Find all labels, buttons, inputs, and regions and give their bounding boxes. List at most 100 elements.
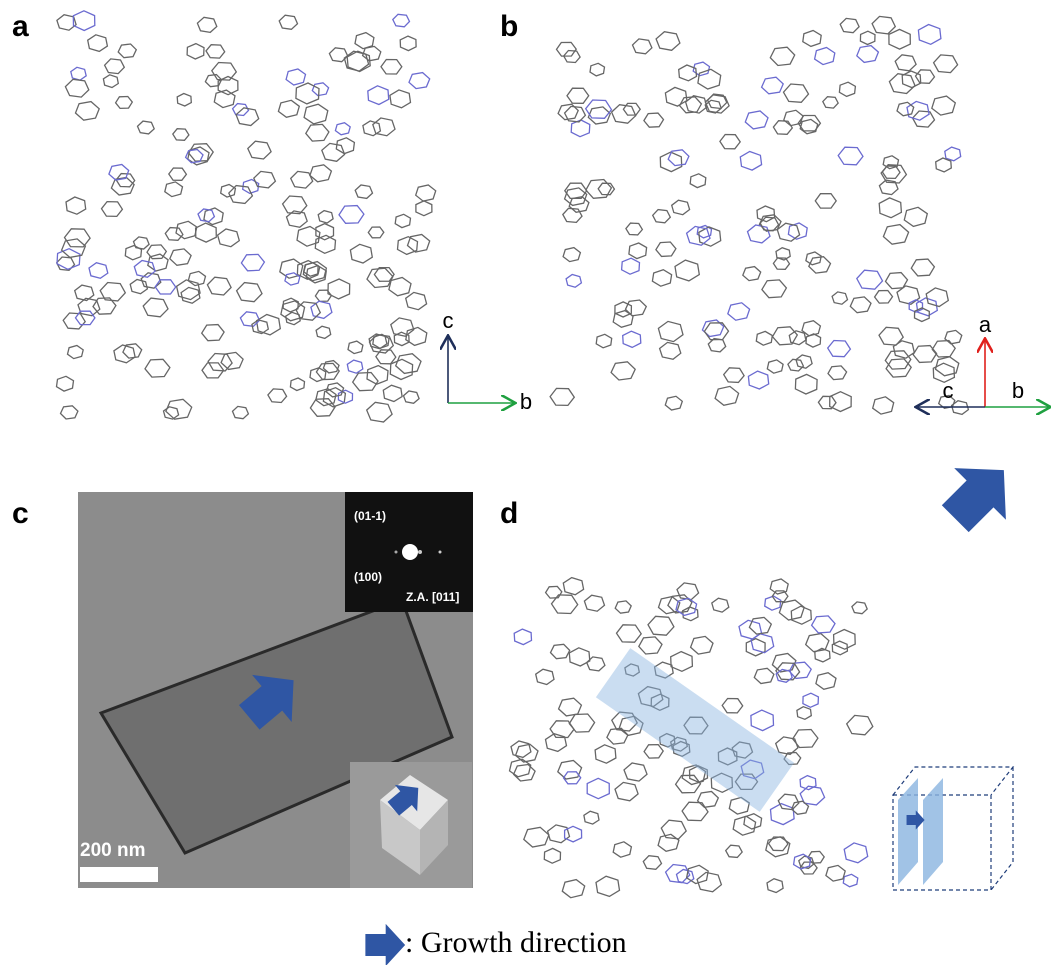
molecule-ring bbox=[643, 856, 661, 870]
molecule-ring bbox=[408, 235, 430, 253]
molecule-ring bbox=[690, 174, 706, 188]
molecule-ring bbox=[748, 371, 768, 389]
molecule-ring bbox=[728, 303, 750, 320]
molecule-ring bbox=[828, 341, 851, 357]
molecule-ring bbox=[116, 174, 135, 187]
molecule-ring bbox=[404, 391, 420, 403]
molecule-ring bbox=[653, 210, 671, 223]
molecule-ring bbox=[795, 374, 817, 394]
molecule-ring bbox=[803, 693, 819, 707]
molecule-ring bbox=[280, 259, 303, 278]
molecule-ring bbox=[254, 171, 276, 188]
molecule-ring bbox=[722, 699, 743, 713]
molecule-ring bbox=[567, 88, 589, 103]
molecule-ring bbox=[770, 579, 788, 594]
molecule-ring bbox=[514, 765, 536, 782]
molecule-ring bbox=[268, 389, 287, 403]
molecule-ring bbox=[118, 44, 136, 58]
molecule-ring bbox=[164, 407, 179, 419]
molecule-ring bbox=[393, 14, 410, 26]
axis-label: b bbox=[1012, 378, 1024, 403]
molecule-ring bbox=[765, 596, 781, 610]
molecule-ring bbox=[416, 185, 436, 201]
molecule-ring bbox=[691, 636, 713, 654]
molecule-ring bbox=[353, 373, 378, 391]
molecule-ring bbox=[565, 106, 586, 122]
molecule-ring bbox=[218, 229, 240, 247]
molecule-ring bbox=[390, 359, 412, 379]
molecule-ring bbox=[626, 223, 643, 235]
molecule-ring bbox=[816, 673, 836, 690]
molecule-ring bbox=[102, 202, 123, 217]
diffraction-label: Z.A. [011] bbox=[406, 590, 459, 604]
molecule-ring bbox=[838, 147, 863, 165]
molecule-ring bbox=[363, 121, 381, 136]
axis-label: b bbox=[520, 389, 532, 414]
molecule-ring bbox=[818, 396, 836, 408]
molecule-ring bbox=[916, 70, 935, 84]
molecule-ring bbox=[306, 124, 329, 141]
molecule-ring bbox=[698, 792, 719, 808]
molecule-ring bbox=[236, 108, 259, 126]
molecule-ring bbox=[679, 65, 697, 81]
molecule-ring bbox=[339, 206, 364, 224]
molecule-ring bbox=[784, 110, 803, 125]
molecule-ring bbox=[934, 55, 958, 73]
molecule-ring bbox=[514, 629, 531, 645]
molecule-ring bbox=[812, 616, 835, 633]
molecule-ring bbox=[615, 782, 638, 800]
molecule-ring bbox=[767, 879, 783, 893]
molecule-ring bbox=[548, 825, 570, 843]
molecule-ring bbox=[544, 848, 560, 863]
molecule-ring bbox=[584, 595, 604, 611]
molecule-ring bbox=[665, 87, 687, 106]
molecule-ring bbox=[847, 715, 873, 734]
molecule-ring bbox=[76, 102, 100, 121]
molecule-ring bbox=[648, 616, 674, 635]
molecule-ring bbox=[196, 223, 217, 242]
molecule-ring bbox=[720, 135, 740, 149]
molecule-ring bbox=[615, 601, 631, 613]
molecule-ring bbox=[71, 67, 86, 80]
molecule-ring bbox=[665, 396, 682, 410]
molecule-ring bbox=[241, 254, 264, 270]
molecule-ring bbox=[770, 47, 794, 65]
molecule-ring bbox=[668, 150, 689, 166]
molecule-ring bbox=[886, 359, 911, 377]
molecule-ring bbox=[155, 280, 176, 294]
molecule-ring bbox=[318, 211, 333, 223]
molecule-ring bbox=[698, 69, 721, 89]
molecule-ring bbox=[762, 77, 784, 94]
molecule-ring bbox=[751, 634, 774, 653]
molecule-ring bbox=[546, 586, 562, 598]
molecule-ring bbox=[633, 39, 652, 54]
molecule-ring bbox=[206, 45, 225, 58]
growth-arrow bbox=[929, 444, 1029, 544]
molecule-ring bbox=[73, 11, 95, 31]
molecule-ring bbox=[396, 354, 421, 374]
molecule-ring bbox=[615, 302, 632, 317]
molecule-ring bbox=[840, 18, 859, 32]
molecule-ring bbox=[682, 802, 708, 820]
molecule-ring bbox=[596, 876, 620, 896]
molecule-ring bbox=[595, 745, 616, 763]
scale-bar bbox=[80, 867, 158, 882]
molecule-ring bbox=[315, 290, 331, 301]
crystal-structure-a bbox=[57, 11, 436, 422]
molecule-ring bbox=[315, 235, 335, 253]
molecule-ring bbox=[895, 55, 916, 71]
molecule-ring bbox=[368, 227, 384, 238]
molecule-ring bbox=[125, 246, 141, 260]
molecule-ring bbox=[565, 188, 587, 206]
molecule-ring bbox=[773, 327, 798, 345]
molecule-ring bbox=[173, 129, 189, 141]
molecule-ring bbox=[622, 258, 640, 274]
diffraction-spot bbox=[402, 544, 418, 560]
molecule-ring bbox=[676, 775, 701, 793]
molecule-ring bbox=[335, 123, 350, 135]
molecule-ring bbox=[207, 277, 231, 295]
molecule-ring bbox=[66, 197, 86, 214]
molecule-ring bbox=[584, 811, 599, 824]
molecule-ring bbox=[897, 286, 920, 304]
molecule-ring bbox=[105, 59, 125, 74]
